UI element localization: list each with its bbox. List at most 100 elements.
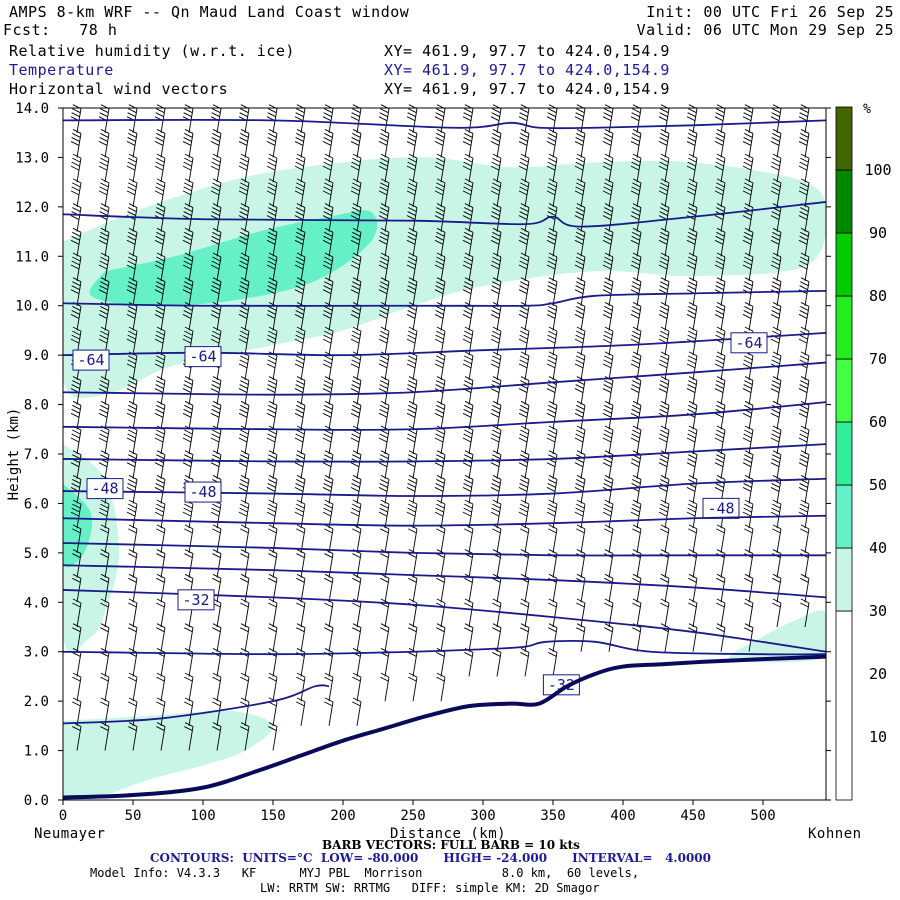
wind-barb bbox=[546, 302, 558, 331]
wind-barb bbox=[350, 450, 362, 479]
y-tick-label: 3.0 bbox=[24, 645, 49, 661]
wind-barb bbox=[266, 475, 278, 504]
wind-barb bbox=[576, 549, 586, 578]
wind-barb bbox=[798, 178, 810, 207]
wind-barb bbox=[798, 302, 810, 331]
wind-barb bbox=[322, 425, 334, 455]
wind-barb bbox=[182, 302, 194, 331]
x-tick-label: 500 bbox=[750, 808, 775, 824]
wind-barb bbox=[98, 302, 110, 331]
wind-barb bbox=[632, 623, 642, 652]
wind-barb bbox=[714, 302, 726, 331]
wind-barb bbox=[238, 400, 250, 430]
colorbar-tick-label: 60 bbox=[869, 413, 887, 431]
wind-barb bbox=[630, 129, 642, 158]
wind-barb bbox=[518, 425, 530, 455]
wind-barb bbox=[602, 178, 614, 207]
wind-barb bbox=[126, 104, 138, 133]
wind-barb bbox=[182, 227, 194, 257]
wind-barb bbox=[380, 573, 390, 603]
wind-barb bbox=[70, 425, 82, 455]
x-tick-label: 250 bbox=[400, 808, 425, 824]
wind-barb bbox=[602, 351, 614, 380]
wind-barb bbox=[658, 153, 670, 183]
wind-barb bbox=[574, 129, 586, 158]
wind-barb bbox=[770, 450, 782, 479]
wind-barb bbox=[154, 376, 166, 405]
wind-barb bbox=[462, 450, 474, 479]
wind-barb bbox=[268, 623, 278, 652]
wind-barb bbox=[98, 153, 110, 183]
wind-barb bbox=[716, 524, 726, 553]
field-xy-wind: XY= 461.9, 97.7 to 424.0,154.9 bbox=[384, 80, 670, 98]
wind-barb bbox=[406, 153, 418, 183]
wind-barb bbox=[240, 648, 250, 677]
wind-barb bbox=[434, 450, 446, 479]
wind-barb bbox=[322, 129, 334, 158]
wind-barb bbox=[518, 400, 530, 430]
wind-barb bbox=[742, 227, 754, 257]
wind-barb bbox=[324, 623, 334, 652]
wind-barb bbox=[184, 623, 194, 652]
wind-barb bbox=[70, 129, 82, 158]
wind-barb bbox=[658, 227, 670, 257]
wind-barb bbox=[714, 277, 726, 306]
wind-barb bbox=[492, 648, 502, 677]
wind-barb bbox=[406, 475, 418, 504]
wind-barb bbox=[266, 450, 278, 479]
wind-barb bbox=[240, 672, 250, 702]
wind-barb bbox=[686, 129, 698, 158]
wind-barb bbox=[154, 104, 166, 133]
wind-barb bbox=[70, 277, 82, 306]
colorbar-unit: % bbox=[863, 102, 871, 117]
wind-barb bbox=[322, 450, 334, 479]
wind-barb bbox=[686, 104, 698, 133]
colorbar-band bbox=[835, 610, 853, 801]
wind-barb bbox=[294, 351, 306, 380]
wind-barb bbox=[352, 672, 362, 702]
wind-barb bbox=[266, 400, 278, 430]
wind-barb bbox=[686, 450, 698, 479]
wind-barb bbox=[434, 129, 446, 158]
wind-barb bbox=[770, 104, 782, 133]
wind-barb bbox=[126, 129, 138, 158]
wind-barb bbox=[744, 573, 754, 603]
rh-region-4 bbox=[63, 710, 274, 800]
wind-barb bbox=[772, 549, 782, 578]
field-label-temperature: Temperature bbox=[9, 61, 114, 79]
wind-barb bbox=[350, 129, 362, 158]
contour-label: -64 bbox=[77, 351, 104, 369]
colorbar-band bbox=[835, 547, 853, 612]
contour-label-box bbox=[177, 589, 215, 611]
wind-barb bbox=[630, 104, 642, 133]
wind-barb bbox=[602, 302, 614, 331]
wind-barb bbox=[518, 376, 530, 405]
wind-barb bbox=[602, 499, 614, 529]
wind-barb bbox=[798, 425, 810, 455]
wind-barb bbox=[210, 277, 222, 306]
field-xy-temperature: XY= 461.9, 97.7 to 424.0,154.9 bbox=[384, 61, 670, 79]
wind-barb bbox=[716, 623, 726, 652]
wind-barb bbox=[156, 573, 166, 603]
wind-barb bbox=[436, 524, 446, 553]
wind-barb bbox=[770, 277, 782, 306]
wind-barb bbox=[70, 178, 82, 207]
field-xy-rh: XY= 461.9, 97.7 to 424.0,154.9 bbox=[384, 42, 670, 60]
wind-barb bbox=[294, 178, 306, 207]
wind-barb bbox=[604, 573, 614, 603]
wind-barb bbox=[406, 129, 418, 158]
wind-barb bbox=[156, 598, 166, 628]
wind-barb bbox=[714, 227, 726, 257]
wind-barb bbox=[714, 351, 726, 380]
y-tick-label: 4.0 bbox=[24, 595, 49, 611]
wind-barb bbox=[350, 104, 362, 133]
wind-barb bbox=[518, 227, 530, 257]
wind-barb bbox=[154, 277, 166, 306]
wind-barb bbox=[212, 524, 222, 553]
wind-barb bbox=[770, 400, 782, 430]
wind-barb bbox=[770, 326, 782, 356]
wind-barb bbox=[462, 400, 474, 430]
wind-barb bbox=[434, 277, 446, 306]
wind-barb bbox=[686, 425, 698, 455]
wind-barb bbox=[154, 153, 166, 183]
